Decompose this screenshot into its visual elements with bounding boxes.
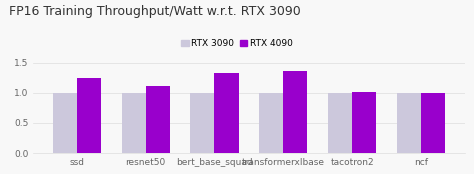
Text: FP16 Training Throughput/Watt w.r.t. RTX 3090: FP16 Training Throughput/Watt w.r.t. RTX… (9, 5, 301, 18)
Bar (283, 71, 307, 153)
Bar (191, 93, 214, 153)
Bar (214, 73, 238, 153)
Bar (352, 92, 376, 153)
Bar (146, 86, 170, 153)
Legend: RTX 3090, RTX 4090: RTX 3090, RTX 4090 (178, 36, 296, 52)
Bar (259, 93, 283, 153)
Bar (397, 93, 421, 153)
Bar (328, 93, 352, 153)
Bar (77, 78, 101, 153)
Bar (53, 93, 77, 153)
Bar (421, 93, 445, 153)
Bar (121, 93, 146, 153)
